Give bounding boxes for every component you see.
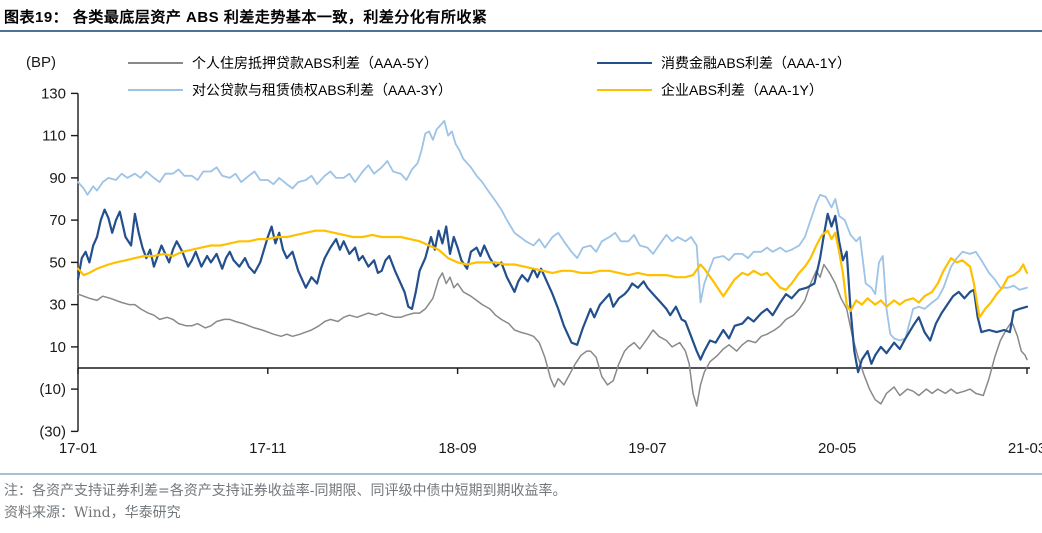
legend-item-corporate-loan-lease-abs: 对公贷款与租赁债权ABS利差（AAA-3Y） (128, 81, 452, 99)
y-tick-label: 130 (41, 85, 66, 102)
gray-line-swatch-icon (128, 62, 183, 64)
y-tick-label: 10 (49, 339, 66, 356)
x-tick-label: 17-11 (249, 440, 286, 457)
series-line-3 (76, 229, 1029, 319)
x-tick-label: 21-03 (1008, 440, 1042, 457)
y-tick-label: 30 (49, 297, 66, 314)
series-line-2 (77, 119, 1028, 342)
title-divider (0, 30, 1042, 32)
legend-item-enterprise-abs: 企业ABS利差（AAA-1Y） (597, 81, 823, 99)
x-tick-label: 18-09 (438, 440, 476, 457)
chart-source: 资料来源：Wind，华泰研究 (4, 505, 181, 521)
navy-line-swatch-icon (597, 62, 652, 64)
y-tick-label: 50 (49, 254, 66, 271)
y-axis-unit-label: (BP) (26, 54, 56, 71)
legend-label: 企业ABS利差（AAA-1Y） (661, 82, 823, 98)
y-tick-label: 70 (49, 212, 66, 229)
x-tick-label: 20-05 (818, 440, 856, 457)
legend-item-mortgage-abs: 个人住房抵押贷款ABS利差（AAA-5Y） (128, 54, 438, 72)
figure-title: 图表19： 各类最底层资产 ABS 利差走势基本一致，利差分化有所收紧 (4, 9, 488, 26)
abs-spread-line-chart: 130 110 90 70 50 30 10 (10) (30)17-01 17-11 18-09 1… (39, 85, 1042, 457)
footer-divider (0, 473, 1042, 475)
y-tick-label: 90 (49, 170, 66, 187)
legend-label: 个人住房抵押贷款ABS利差（AAA-5Y） (192, 55, 438, 71)
y-tick-label: (10) (39, 381, 66, 398)
series-line-0 (77, 263, 1028, 407)
lightblue-line-swatch-icon (128, 89, 183, 91)
chart-note: 注：各资产支持证券利差=各资产支持证券收益率-同期限、同评级中债中短期到期收益率… (4, 483, 567, 499)
x-tick-label: 19-07 (628, 440, 666, 457)
y-tick-label: (30) (39, 423, 66, 440)
x-tick-label: 17-01 (59, 440, 97, 457)
y-tick-label: 110 (42, 128, 66, 145)
legend-item-consumer-finance-abs: 消费金融ABS利差（AAA-1Y） (597, 54, 851, 72)
yellow-line-swatch-icon (597, 89, 652, 91)
legend-label: 消费金融ABS利差（AAA-1Y） (661, 55, 851, 71)
legend-label: 对公贷款与租赁债权ABS利差（AAA-3Y） (192, 82, 452, 98)
